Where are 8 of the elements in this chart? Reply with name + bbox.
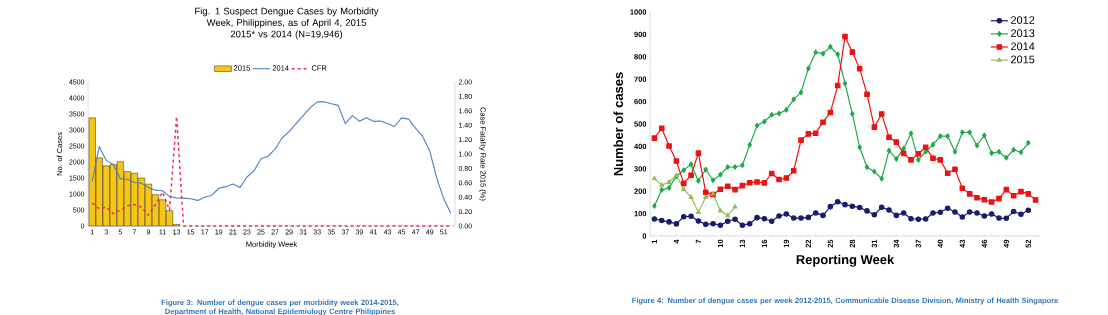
y-axis-title: Number of cases xyxy=(613,72,624,176)
chart-title: Fig. 1 Suspect Dengue Cases by Morbidity Week, Philippines, as of April 4, 2015 xyxy=(195,7,379,28)
legend-label: 2015 xyxy=(1011,55,1035,64)
chart-subtitle: 2015* vs 2014 (N=19,946) xyxy=(230,30,343,40)
legend-label: 2013 xyxy=(1011,29,1035,38)
x-axis-title: Reporting Week xyxy=(796,254,895,267)
legend-label: 2014 xyxy=(1011,42,1035,51)
legend-label: 2012 xyxy=(1011,16,1035,24)
